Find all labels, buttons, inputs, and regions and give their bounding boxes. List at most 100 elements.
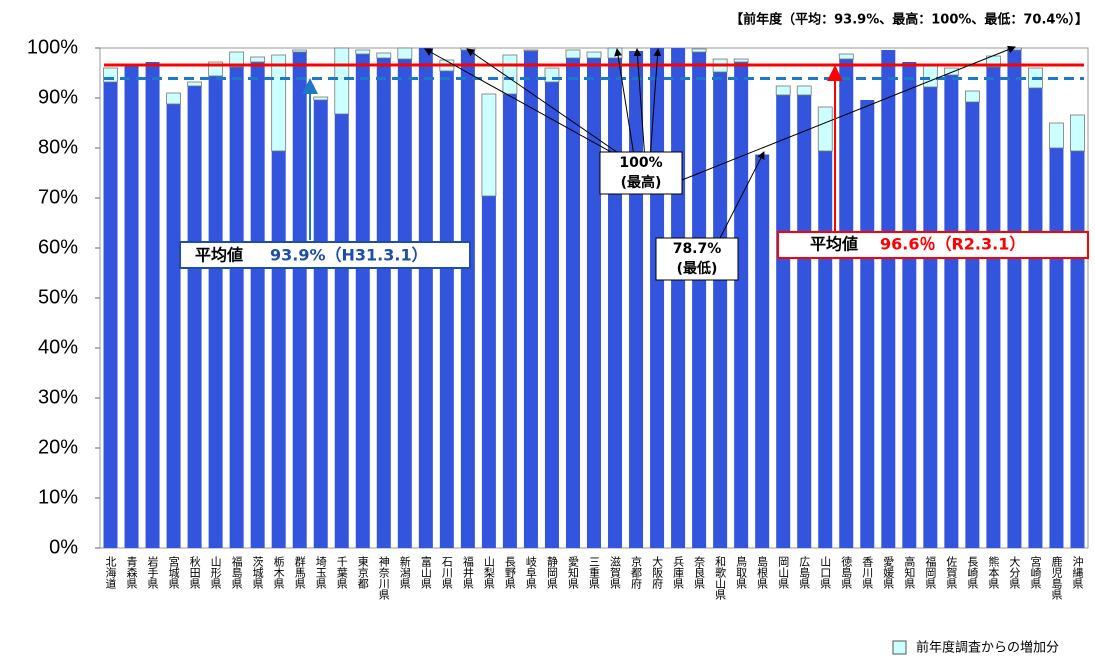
x-tick-label: 愛知県 <box>566 556 579 590</box>
bar-increase <box>523 49 539 52</box>
x-tick-label: 大阪府 <box>651 555 664 590</box>
bar <box>902 62 917 548</box>
bar-increase <box>565 49 581 59</box>
x-tick-label: 秋田県 <box>188 555 201 590</box>
x-tick-label: 京都府 <box>630 555 643 590</box>
bar <box>481 196 496 548</box>
bar-increase <box>691 48 707 53</box>
bar <box>1007 50 1022 548</box>
bar <box>124 64 139 548</box>
prev-avg-label: 平均値 <box>195 246 243 265</box>
x-tick-label: 和歌山県 <box>714 556 727 601</box>
bar <box>208 76 223 548</box>
bar <box>187 86 202 548</box>
x-tick-label: 山形県 <box>209 556 222 590</box>
bar-increase <box>229 51 245 68</box>
x-tick-label: 静岡県 <box>545 555 558 590</box>
bar-increase <box>271 54 287 152</box>
bar <box>587 58 601 548</box>
bar <box>418 48 433 548</box>
bar <box>376 58 391 548</box>
bar-increase <box>586 51 602 59</box>
x-tick-label: 山口県 <box>819 556 832 590</box>
x-tick-label: 東京都 <box>356 556 369 589</box>
bar <box>1049 148 1064 548</box>
bar <box>229 67 244 548</box>
min-label: (最低) <box>677 260 718 277</box>
x-tick-label: 高知県 <box>903 555 916 590</box>
max-value: 100% <box>619 155 662 171</box>
x-tick-label: 香川県 <box>861 556 874 590</box>
bar-increase <box>1070 114 1085 152</box>
x-tick-label: 山梨県 <box>482 556 495 590</box>
bar <box>1028 88 1043 548</box>
bar <box>881 50 896 548</box>
bar-increase <box>796 85 812 96</box>
bar <box>502 94 517 548</box>
bar <box>650 48 665 548</box>
bar <box>544 82 559 548</box>
bar-increase <box>292 49 308 53</box>
bar-increase <box>376 52 392 59</box>
y-tick-label: 10% <box>38 486 78 508</box>
x-tick-label: 神奈川県 <box>377 555 390 601</box>
x-tick-label: 鳥取県 <box>735 555 748 590</box>
prev-avg-value: 93.9%（H31.3.1） <box>270 246 428 265</box>
bar <box>439 71 454 548</box>
x-tick-label: 福岡県 <box>924 555 937 590</box>
bar-increase <box>334 47 350 115</box>
bar-increase <box>502 54 518 95</box>
max-label: (最高) <box>621 174 662 191</box>
bar <box>923 87 938 548</box>
bar-increase <box>607 47 623 59</box>
bar <box>608 58 623 548</box>
bar <box>692 52 707 548</box>
bar-increase <box>922 65 938 88</box>
bar <box>965 102 980 548</box>
x-tick-label: 長野県 <box>503 556 516 590</box>
x-tick-label: 茨城県 <box>251 555 264 590</box>
min-value: 78.7% <box>673 241 722 257</box>
bar <box>713 72 728 548</box>
x-tick-label: 宮城県 <box>167 555 180 590</box>
bar <box>397 59 412 548</box>
x-tick-label: 愛媛県 <box>882 556 895 590</box>
x-tick-label: 佐賀県 <box>945 555 958 590</box>
bar-increase <box>775 85 791 96</box>
bar <box>313 100 328 548</box>
bar <box>292 52 307 548</box>
x-tick-label: 長崎県 <box>966 556 979 590</box>
bar <box>355 54 370 548</box>
bar <box>839 59 854 548</box>
legend-swatch <box>892 640 907 655</box>
bar-increase <box>817 106 833 152</box>
x-tick-label: 大分県 <box>1008 555 1021 590</box>
bar <box>460 50 475 548</box>
bar <box>271 151 286 548</box>
x-tick-label: 奈良県 <box>693 555 706 590</box>
x-tick-label: 三重県 <box>588 556 601 590</box>
x-tick-label: 新潟県 <box>398 555 411 590</box>
bar <box>565 58 580 548</box>
bar-increase <box>964 90 980 103</box>
bar <box>629 51 644 548</box>
y-tick-label: 30% <box>38 386 78 408</box>
note: 【前年度（平均：93.9%、最高：100%、最低：70.4%）】 <box>730 12 1088 28</box>
bar <box>334 114 349 548</box>
x-tick-label: 島根県 <box>756 555 769 590</box>
y-tick-label: 80% <box>38 136 78 158</box>
bar <box>944 75 959 548</box>
x-tick-label: 群馬県 <box>293 555 306 590</box>
curr-avg-value: 96.6％（R2.3.1） <box>880 235 1025 254</box>
bar-increase <box>355 49 371 55</box>
x-tick-label: 福島県 <box>230 555 243 590</box>
x-tick-label: 徳島県 <box>840 556 853 590</box>
x-tick-label: 富山県 <box>419 555 432 590</box>
x-tick-label: 石川県 <box>440 556 453 590</box>
y-tick-label: 60% <box>38 236 78 258</box>
bar <box>1070 151 1085 548</box>
y-tick-label: 90% <box>38 86 78 108</box>
callouts <box>179 45 1089 281</box>
legend-label: 前年度調査からの増加分 <box>916 640 1059 656</box>
